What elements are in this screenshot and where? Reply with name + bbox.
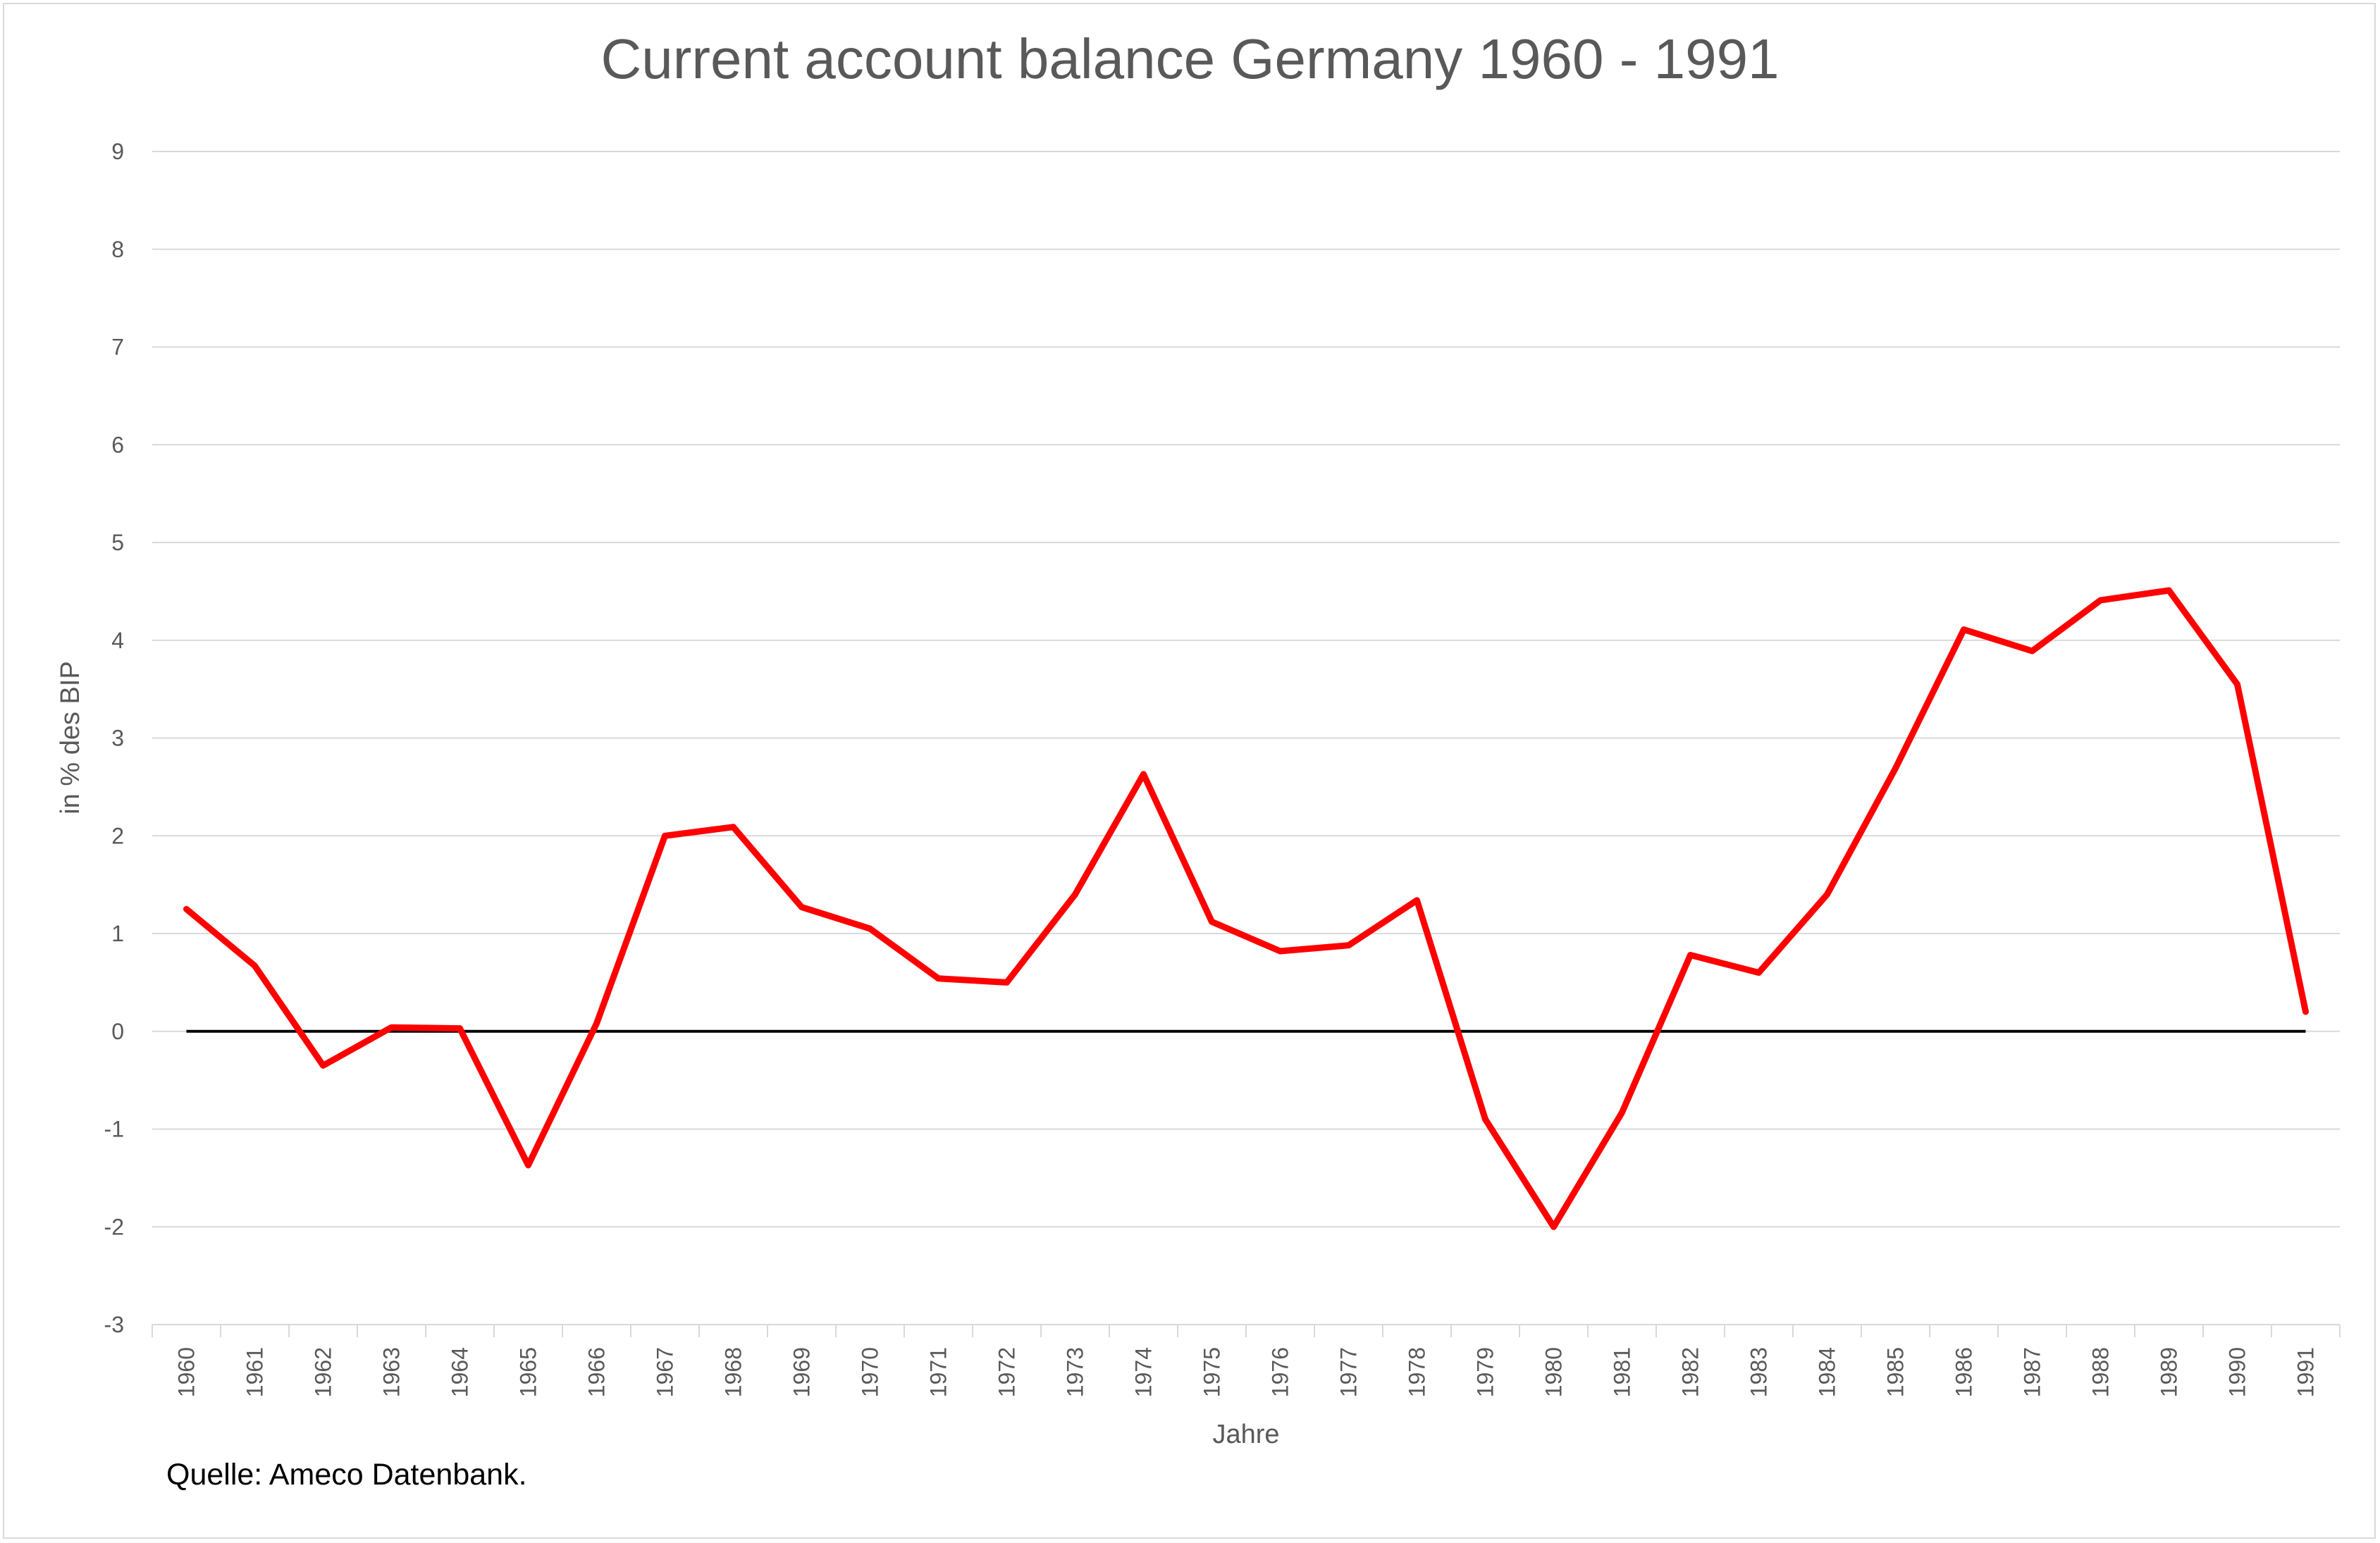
x-tick-label: 1969 (789, 1347, 815, 1397)
x-tick-label: 1979 (1473, 1347, 1498, 1397)
x-tick-label: 1990 (2225, 1347, 2250, 1397)
x-tick-label: 1965 (516, 1347, 541, 1397)
y-axis-title: in % des BIP (56, 661, 85, 814)
y-tick-labels: -3 -2 -1 0 1 2 3 4 5 6 7 8 9 (104, 139, 124, 1337)
source-note: Quelle: Ameco Datenbank. (166, 1458, 527, 1492)
series-line (183, 587, 2309, 1230)
x-tick-label: 1989 (2157, 1347, 2182, 1397)
y-tick-label: 0 (111, 1019, 124, 1044)
x-tick-label: 1975 (1200, 1347, 1225, 1397)
x-tick-label: 1981 (1610, 1347, 1635, 1397)
x-tick-label: 1983 (1746, 1347, 1772, 1397)
y-tick-label: -3 (104, 1312, 124, 1337)
gridlines (152, 151, 2340, 1325)
x-tick-label: 1974 (1131, 1347, 1157, 1397)
x-tick-label: 1984 (1815, 1347, 1840, 1397)
x-tick-label: 1986 (1952, 1347, 1977, 1397)
y-tick-label: 4 (111, 628, 124, 653)
x-tick-label: 1977 (1336, 1347, 1362, 1397)
x-tick-label: 1982 (1678, 1347, 1703, 1397)
x-tick-label: 1964 (448, 1347, 473, 1397)
x-tick-label: 1960 (174, 1347, 199, 1397)
y-tick-label: 9 (111, 139, 124, 164)
y-tick-label: -1 (104, 1117, 124, 1142)
x-axis-title: Jahre (1212, 1420, 1279, 1449)
x-tick-label: 1972 (994, 1347, 1020, 1397)
x-tick-label: 1987 (2020, 1347, 2045, 1397)
x-tick-label: 1988 (2088, 1347, 2114, 1397)
x-axis-ticks (152, 1325, 2341, 1337)
y-tick-label: 1 (111, 921, 124, 946)
y-tick-label: 6 (111, 432, 124, 457)
x-tick-label: 1971 (926, 1347, 951, 1397)
chart-frame (3, 3, 2376, 1539)
x-tick-label: 1967 (653, 1347, 678, 1397)
x-tick-labels: 1960 1961 1962 1963 1964 1965 1966 1967 1968 1969… (174, 1347, 2319, 1397)
x-tick-label: 1963 (379, 1347, 405, 1397)
chart-title: Current account balance Germany 1960 - 1… (600, 27, 1780, 90)
x-tick-label: 1962 (311, 1347, 336, 1397)
y-tick-label: 8 (111, 237, 124, 262)
y-tick-label: 3 (111, 726, 124, 751)
x-tick-label: 1976 (1268, 1347, 1293, 1397)
y-tick-label: 2 (111, 823, 124, 848)
x-tick-label: 1966 (584, 1347, 610, 1397)
x-tick-label: 1970 (858, 1347, 883, 1397)
y-tick-label: 7 (111, 335, 124, 360)
x-tick-label: 1973 (1063, 1347, 1088, 1397)
x-tick-label: 1961 (242, 1347, 268, 1397)
x-tick-label: 1978 (1405, 1347, 1430, 1397)
y-tick-label: 5 (111, 530, 124, 555)
x-tick-label: 1968 (721, 1347, 746, 1397)
y-tick-label: -2 (104, 1214, 124, 1239)
x-tick-label: 1985 (1883, 1347, 1909, 1397)
x-tick-label: 1991 (2293, 1347, 2319, 1397)
x-tick-label: 1980 (1541, 1347, 1567, 1397)
